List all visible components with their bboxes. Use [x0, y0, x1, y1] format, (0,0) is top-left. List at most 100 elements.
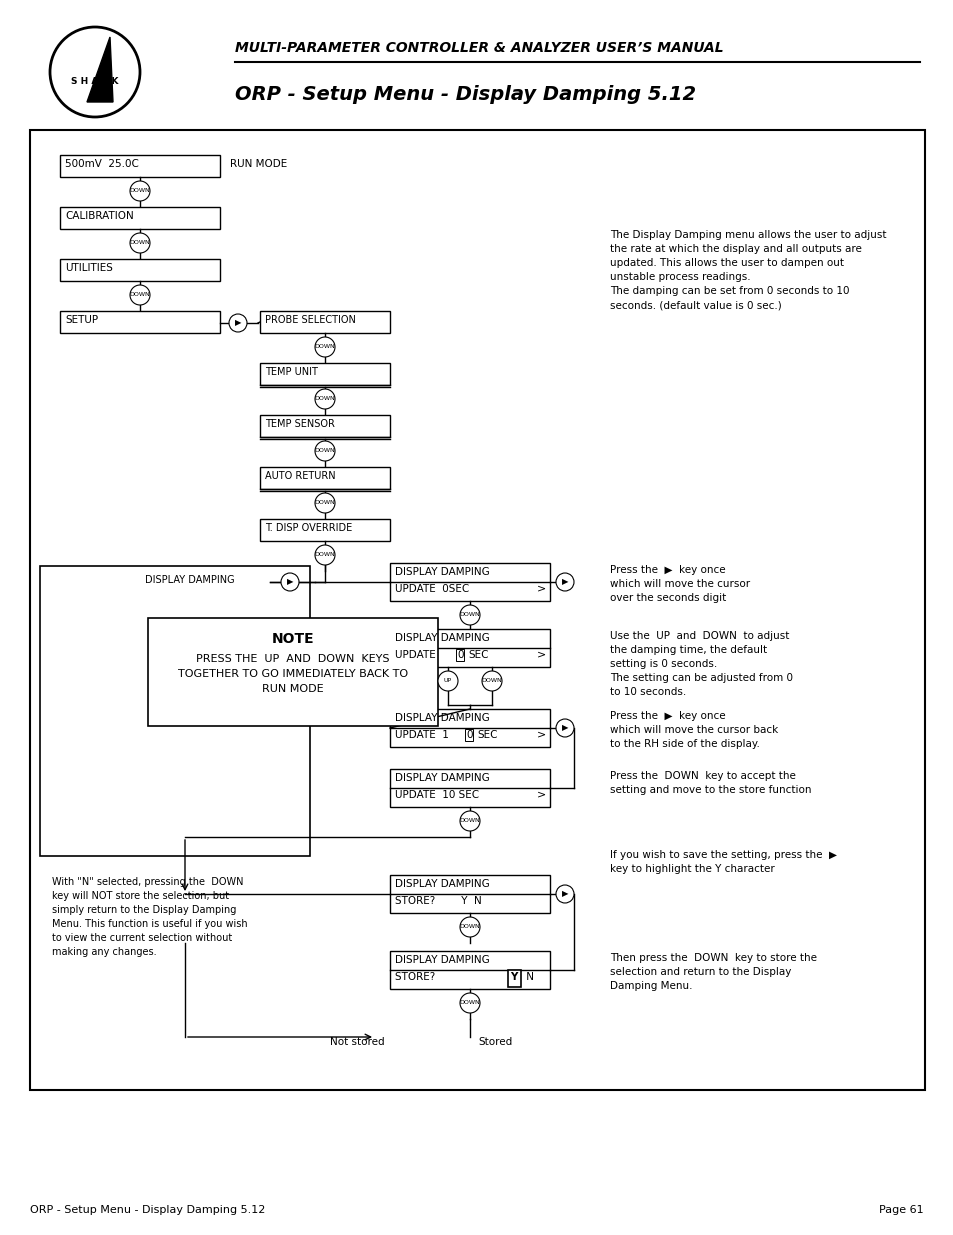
Text: DOWN: DOWN — [459, 613, 480, 618]
Bar — [390, 709, 550, 747]
Bar — [390, 629, 550, 667]
Text: ▶: ▶ — [234, 319, 241, 327]
Text: ORP - Setup Menu - Display Damping 5.12: ORP - Setup Menu - Display Damping 5.12 — [234, 85, 696, 105]
Bar — [390, 769, 550, 806]
Text: DISPLAY DAMPING: DISPLAY DAMPING — [395, 567, 489, 577]
Bar — [390, 951, 550, 989]
Text: SEC: SEC — [476, 730, 497, 740]
Text: UP: UP — [443, 678, 452, 683]
Text: Press the  ▶  key once
which will move the cursor back
to the RH side of the dis: Press the ▶ key once which will move the… — [609, 711, 778, 748]
Text: Press the  ▶  key once
which will move the cursor
over the seconds digit: Press the ▶ key once which will move the… — [609, 564, 749, 603]
Circle shape — [314, 441, 335, 461]
Text: Stored: Stored — [477, 1037, 512, 1047]
Text: S H A R K: S H A R K — [71, 78, 118, 86]
Text: DOWN: DOWN — [314, 552, 335, 557]
Bar — [148, 618, 437, 726]
Circle shape — [281, 573, 298, 592]
Circle shape — [130, 285, 150, 305]
Circle shape — [459, 811, 479, 831]
Bar — [260, 467, 390, 489]
Text: DISPLAY DAMPING: DISPLAY DAMPING — [395, 713, 489, 722]
Text: UPDATE  10 SEC: UPDATE 10 SEC — [395, 790, 478, 800]
Bar — [140, 571, 270, 593]
Text: TEMP SENSOR: TEMP SENSOR — [265, 419, 335, 429]
Text: Use the  UP  and  DOWN  to adjust
the damping time, the default
setting is 0 sec: Use the UP and DOWN to adjust the dampin… — [609, 631, 792, 697]
Bar — [30, 130, 924, 1091]
Bar — [390, 876, 550, 913]
Text: DISPLAY DAMPING: DISPLAY DAMPING — [145, 576, 234, 585]
Text: Then press the  DOWN  key to store the
selection and return to the Display
Dampi: Then press the DOWN key to store the sel… — [609, 953, 816, 990]
Text: ▶: ▶ — [561, 724, 568, 732]
Circle shape — [481, 671, 501, 692]
Circle shape — [459, 605, 479, 625]
Bar — [60, 259, 220, 282]
Circle shape — [314, 545, 335, 564]
Text: Not stored: Not stored — [330, 1037, 384, 1047]
Bar — [60, 156, 220, 177]
Circle shape — [130, 233, 150, 253]
Text: DISPLAY DAMPING: DISPLAY DAMPING — [395, 955, 489, 965]
Circle shape — [556, 719, 574, 737]
Text: NOTE: NOTE — [272, 632, 314, 646]
Text: DOWN: DOWN — [314, 396, 335, 401]
Text: CALIBRATION: CALIBRATION — [65, 211, 133, 221]
Circle shape — [314, 493, 335, 513]
Circle shape — [556, 885, 574, 903]
Polygon shape — [87, 37, 112, 103]
Circle shape — [229, 314, 247, 332]
Text: >: > — [537, 729, 546, 739]
Circle shape — [459, 918, 479, 937]
Text: >: > — [537, 650, 546, 659]
Bar — [260, 519, 390, 541]
Text: 500mV  25.0C: 500mV 25.0C — [65, 159, 139, 169]
Text: Press the  DOWN  key to accept the
setting and move to the store function: Press the DOWN key to accept the setting… — [609, 771, 811, 795]
Bar — [40, 566, 310, 856]
Text: DOWN: DOWN — [314, 345, 335, 350]
Bar — [60, 311, 220, 333]
Text: DOWN: DOWN — [130, 241, 151, 246]
Text: ▶: ▶ — [287, 578, 293, 587]
Bar — [390, 563, 550, 601]
Text: The Display Damping menu allows the user to adjust
the rate at which the display: The Display Damping menu allows the user… — [609, 230, 885, 310]
Text: AUTO RETURN: AUTO RETURN — [265, 471, 335, 480]
Text: 0: 0 — [456, 650, 463, 659]
Text: UPDATE  1: UPDATE 1 — [395, 730, 449, 740]
Text: DOWN: DOWN — [481, 678, 502, 683]
Text: UPDATE: UPDATE — [395, 650, 442, 659]
Text: DOWN: DOWN — [459, 925, 480, 930]
Text: ORP - Setup Menu - Display Damping 5.12: ORP - Setup Menu - Display Damping 5.12 — [30, 1205, 265, 1215]
Text: DOWN: DOWN — [459, 1000, 480, 1005]
Text: SEC: SEC — [468, 650, 488, 659]
Text: DOWN: DOWN — [459, 819, 480, 824]
Circle shape — [556, 573, 574, 592]
Circle shape — [437, 671, 457, 692]
Text: With "N" selected, pressing the  DOWN
key will NOT store the selection, but
simp: With "N" selected, pressing the DOWN key… — [52, 877, 248, 957]
Text: >: > — [537, 789, 546, 799]
Circle shape — [130, 182, 150, 201]
Text: UTILITIES: UTILITIES — [65, 263, 112, 273]
Bar — [60, 207, 220, 228]
Text: MULTI-PARAMETER CONTROLLER & ANALYZER USER’S MANUAL: MULTI-PARAMETER CONTROLLER & ANALYZER US… — [234, 41, 723, 56]
Circle shape — [314, 389, 335, 409]
Text: TEMP UNIT: TEMP UNIT — [265, 367, 317, 377]
Text: PRESS THE  UP  AND  DOWN  KEYS
TOGETHER TO GO IMMEDIATELY BACK TO
RUN MODE: PRESS THE UP AND DOWN KEYS TOGETHER TO G… — [178, 655, 408, 694]
Text: DOWN: DOWN — [314, 448, 335, 453]
Text: If you wish to save the setting, press the  ▶
key to highlight the Y character: If you wish to save the setting, press t… — [609, 850, 836, 874]
Text: STORE?        Y  N: STORE? Y N — [395, 897, 481, 906]
Text: ▶: ▶ — [561, 889, 568, 899]
Text: >: > — [537, 583, 546, 593]
Bar — [260, 363, 390, 385]
Circle shape — [50, 27, 140, 117]
Bar — [260, 311, 390, 333]
Circle shape — [459, 993, 479, 1013]
Text: DISPLAY DAMPING: DISPLAY DAMPING — [395, 773, 489, 783]
Text: PROBE SELECTION: PROBE SELECTION — [265, 315, 355, 325]
Text: ▶: ▶ — [561, 578, 568, 587]
Text: T. DISP OVERRIDE: T. DISP OVERRIDE — [265, 522, 352, 534]
Text: 0: 0 — [465, 730, 472, 740]
Text: DISPLAY DAMPING: DISPLAY DAMPING — [395, 634, 489, 643]
Text: RUN MODE: RUN MODE — [230, 159, 287, 169]
Text: UPDATE  0SEC: UPDATE 0SEC — [395, 584, 469, 594]
Text: Y: Y — [510, 972, 517, 982]
Text: DOWN: DOWN — [314, 500, 335, 505]
